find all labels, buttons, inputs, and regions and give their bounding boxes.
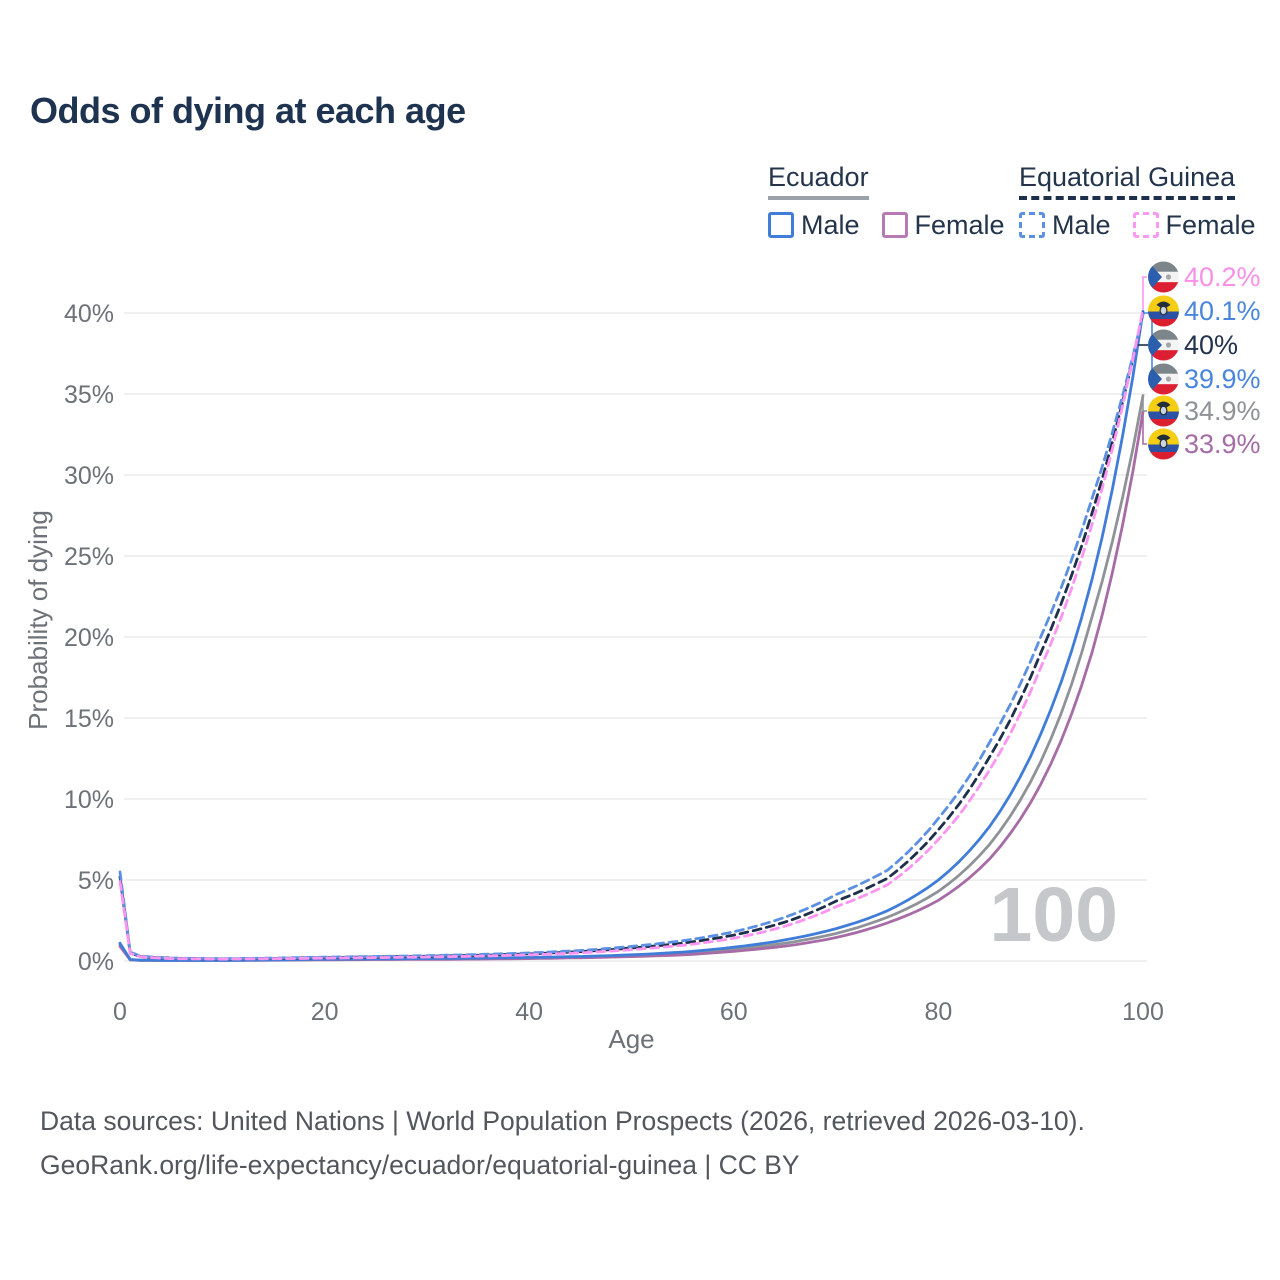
- footer: Data sources: United Nations | World Pop…: [40, 1106, 1085, 1195]
- end-label-equatorial-guinea-all: 40%: [1184, 330, 1238, 360]
- equatorial-guinea-male-swatch-icon: [1019, 212, 1045, 239]
- ecuador-female-swatch-icon: [881, 212, 908, 239]
- legend-equatorial-guinea-male-label: Male: [1052, 209, 1111, 240]
- legend-equatorial-guinea-female[interactable]: Female: [1132, 209, 1256, 241]
- y-tick-label: 25%: [64, 543, 114, 571]
- end-label-ecuador-all: 34.9%: [1184, 396, 1261, 426]
- end-label-equatorial-guinea-female: 40.2%: [1184, 262, 1261, 292]
- legend-equatorial-guinea-title[interactable]: Equatorial Guinea: [1019, 162, 1236, 200]
- end-label-ecuador-male: 40.1%: [1184, 296, 1261, 326]
- y-tick-label: 35%: [64, 381, 114, 409]
- label-connector: [1142, 276, 1147, 310]
- y-tick-label: 40%: [64, 300, 114, 328]
- legend-ecuador-female-label: Female: [914, 209, 1005, 240]
- watermark-age-100: 100: [990, 872, 1118, 958]
- x-tick-label: 100: [1122, 998, 1164, 1026]
- equatorial-guinea-flag-icon: [1148, 363, 1179, 395]
- legend-ecuador-male-label: Male: [801, 209, 860, 240]
- footer-data-sources: Data sources: United Nations | World Pop…: [40, 1106, 1085, 1136]
- equatorial-guinea-female-swatch-icon: [1132, 212, 1159, 239]
- label-connector: [1142, 395, 1147, 412]
- footer-attribution: GeoRank.org/life-expectancy/ecuador/equa…: [40, 1150, 800, 1181]
- legend-equatorial-guinea-male[interactable]: Male: [1019, 210, 1111, 241]
- y-tick-label: 30%: [64, 462, 114, 490]
- end-label-ecuador-female: 33.9%: [1184, 429, 1261, 459]
- ecuador-flag-icon: [1148, 395, 1179, 427]
- y-tick-label: 5%: [78, 867, 114, 895]
- y-tick-label: 20%: [64, 624, 114, 652]
- x-tick-label: 60: [720, 998, 748, 1026]
- legend-group-ecuador: Ecuador Male Female: [768, 162, 1005, 241]
- x-axis-title: Age: [608, 1024, 654, 1054]
- legend-equatorial-guinea-female-label: Female: [1165, 209, 1256, 240]
- y-tick-label: 15%: [64, 705, 114, 733]
- legend-ecuador-female[interactable]: Female: [881, 209, 1005, 241]
- chart-line-ecuador-male: [118, 310, 1145, 962]
- equatorial-guinea-flag-icon: [1148, 261, 1179, 293]
- chart-line-equatorial-guinea-all: [118, 311, 1145, 961]
- page-title: Odds of dying at each age: [30, 90, 466, 131]
- ecuador-flag-icon: [1148, 428, 1179, 460]
- chart-line-equatorial-guinea-female: [118, 308, 1145, 961]
- x-tick-label: 20: [311, 998, 339, 1026]
- x-tick-label: 40: [515, 998, 543, 1026]
- legend-ecuador-male[interactable]: Male: [768, 210, 860, 241]
- x-tick-label: 0: [113, 998, 127, 1026]
- end-label-equatorial-guinea-male: 39.9%: [1184, 364, 1261, 394]
- x-tick-label: 80: [924, 998, 952, 1026]
- y-tick-label: 0%: [78, 948, 114, 976]
- y-axis-title: Probability of dying: [23, 510, 53, 730]
- ecuador-male-swatch-icon: [768, 212, 794, 239]
- legend-ecuador-title[interactable]: Ecuador: [768, 162, 869, 200]
- ecuador-flag-icon: [1148, 295, 1179, 327]
- label-connector: [1142, 411, 1147, 445]
- equatorial-guinea-flag-icon: [1148, 329, 1179, 361]
- legend-group-equatorial-guinea: Equatorial Guinea Male Female: [1019, 162, 1256, 241]
- y-tick-label: 10%: [64, 786, 114, 814]
